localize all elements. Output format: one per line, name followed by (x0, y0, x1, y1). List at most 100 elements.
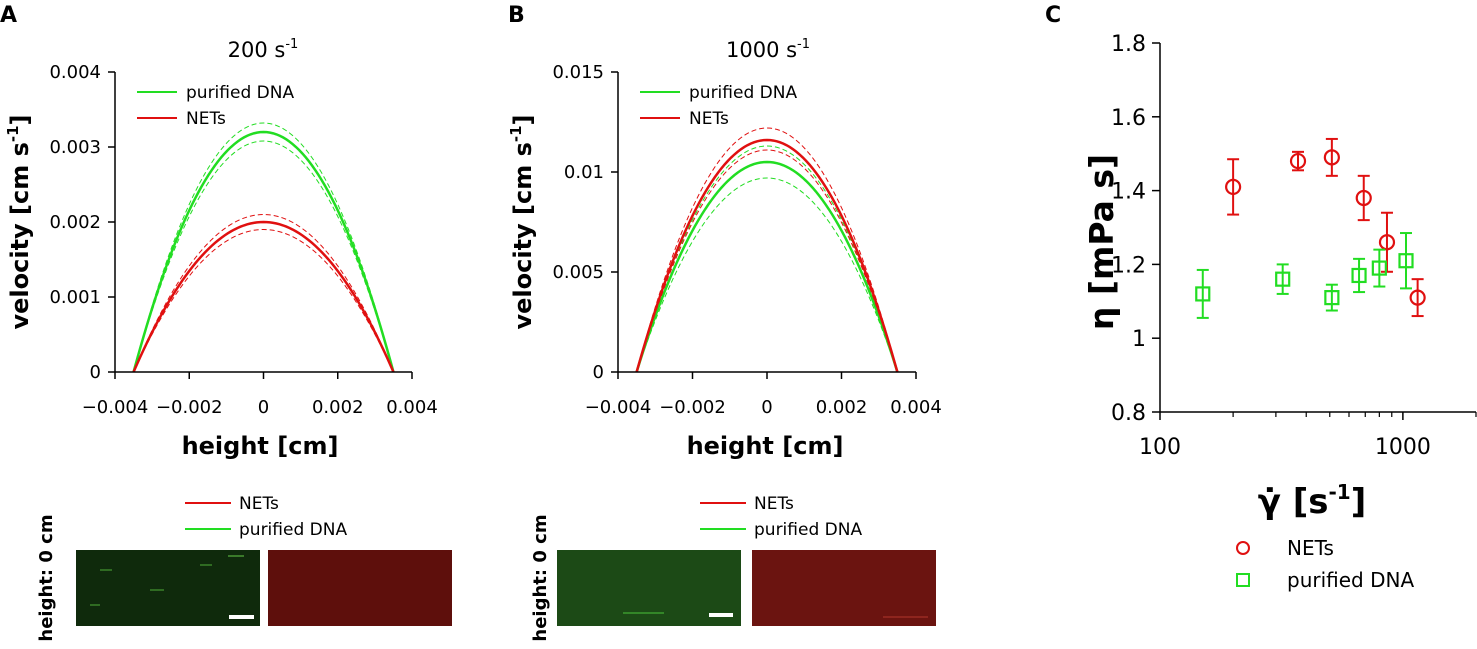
chart-b-title: 1000 s-1 (726, 37, 810, 62)
chart-c-nets-point (1378, 234, 1396, 251)
chart-c-nets-point (1225, 178, 1242, 196)
chart-b-title-sup: -1 (797, 37, 810, 52)
chart-b-purified-dna-mean-line (635, 160, 899, 373)
chart-a-ticks: −0.004 −0.002 0 0.002 0.004 0 0.001 0.002 0.003 0… (49, 62, 437, 418)
chart-c-ticks: 100 1000 0.8 1 1.2 1.4 1.6 1.8 (1111, 32, 1477, 460)
chart-a-nets-upper-bound (133, 213, 394, 373)
chart-b-purified-dna-upper-bound (636, 145, 898, 373)
chart-b-xtick-label: 0.004 (890, 397, 942, 418)
chart-b-title-main: 1000 s (726, 38, 797, 62)
chart-b-xtick-label: 0 (761, 397, 772, 418)
chart-b-xtick-label: −0.004 (585, 397, 652, 418)
chart-b-nets-mean-line (635, 138, 899, 373)
chart-b-legend-dna-label: purified DNA (689, 83, 797, 103)
chart-c-plot-area (1195, 137, 1426, 319)
chart-c-ytick-label: 0.8 (1111, 401, 1146, 426)
chart-a-ytick-label: 0 (90, 362, 101, 383)
chart-c-xtick-label: 1000 (1375, 435, 1431, 460)
panel-label-a: A (0, 3, 17, 28)
chart-c-ylabel: η [mPa s] (1082, 154, 1121, 330)
chart-c-purified-dna-point (1371, 260, 1387, 276)
chart-c-nets-point (1323, 149, 1340, 166)
chart-a-xtick-label: −0.004 (82, 397, 149, 418)
chart-b-xlabel: height [cm] (687, 432, 844, 460)
chart-a-ylabel: velocity [cm s-1] (4, 114, 34, 329)
chart-a-purified-dna-mean-line (132, 130, 395, 373)
chart-a-title-main: 200 s (228, 38, 286, 62)
chart-b-ytick-label: 0.005 (552, 262, 604, 283)
micro-a-legend: NETs purified DNA (185, 494, 347, 540)
chart-c-purified-dna-point (1351, 267, 1367, 284)
chart-c-xtick-label: 100 (1139, 435, 1181, 460)
chart-a-xtick-label: 0.002 (312, 397, 364, 418)
chart-b-plot-area (635, 127, 899, 373)
chart-b-legend-nets-label: NETs (689, 109, 729, 129)
chart-b-nets-lower-bound (636, 149, 898, 373)
chart-c-nets-point (1409, 289, 1426, 306)
micrograph-b-red (752, 550, 936, 626)
micro-b-legend-nets-label: NETs (754, 494, 794, 514)
chart-c-legend-nets-label: NETs (1287, 536, 1334, 560)
chart-b-ytick-label: 0 (593, 362, 604, 383)
chart-a-purified-dna-upper-bound (133, 122, 394, 373)
chart-b-ytick-label: 0.015 (552, 62, 604, 83)
chart-a-plot-area (132, 122, 395, 373)
chart-b-xtick-label: 0.002 (816, 397, 868, 418)
chart-a-legend-dna-label: purified DNA (186, 83, 294, 103)
chart-a-title: 200 s-1 (228, 37, 299, 62)
chart-a-nets-mean-line (132, 220, 395, 373)
micrograph-a-green (76, 550, 260, 626)
chart-c-nets-point (1355, 189, 1372, 207)
chart-b-nets-upper-bound (636, 127, 898, 373)
chart-c-legend-dna-label: purified DNA (1287, 568, 1414, 592)
chart-c-purified-dna-point (1324, 290, 1340, 306)
chart-a-xlabel: height [cm] (182, 432, 339, 460)
chart-b: −0.004 −0.002 0 0.002 0.004 0 0.005 0.01 0.015 p… (552, 62, 941, 418)
chart-c-ytick-label: 1.2 (1111, 253, 1146, 278)
chart-b-legend: purified DNA NETs (640, 83, 797, 129)
chart-b-ticks: −0.004 −0.002 0 0.002 0.004 0 0.005 0.01 0.015 (552, 62, 941, 418)
chart-c-purified-dna-point (1398, 253, 1414, 269)
micro-a-legend-nets-label: NETs (239, 494, 279, 514)
chart-a-ytick-label: 0.002 (49, 212, 101, 233)
chart-a-ytick-label: 0.004 (49, 62, 101, 83)
chart-a-ytick-label: 0.001 (49, 287, 101, 308)
chart-b-ylabel: velocity [cm s-1] (507, 114, 537, 329)
chart-a-title-sup: -1 (285, 37, 298, 52)
chart-b-ytick-label: 0.01 (564, 162, 604, 183)
panel-label-c: C (1045, 3, 1061, 28)
chart-a-purified-dna-lower-bound (133, 140, 394, 373)
chart-c-ytick-label: 1.8 (1111, 32, 1146, 57)
chart-b-xtick-label: −0.002 (659, 397, 726, 418)
chart-a-legend: purified DNA NETs (137, 83, 294, 129)
chart-c-legend-dna-marker (1236, 573, 1250, 587)
micro-b-legend-dna-label: purified DNA (754, 520, 862, 540)
chart-c-purified-dna-point (1275, 271, 1291, 287)
chart-c-legend-nets-marker (1236, 541, 1250, 555)
chart-c-legend: NETs purified DNA (1236, 536, 1414, 592)
chart-c-purified-dna-point (1195, 286, 1211, 302)
micro-b-legend: NETs purified DNA (700, 494, 862, 540)
panel-label-b: B (508, 3, 525, 28)
micro-a-legend-dna-label: purified DNA (239, 520, 347, 540)
micrograph-b-scalebar (709, 613, 733, 617)
chart-a-legend-nets-label: NETs (186, 109, 226, 129)
chart-a: −0.004 −0.002 0 0.002 0.004 0 0.001 0.002 0.003 0… (49, 62, 437, 418)
chart-a-xtick-label: −0.002 (156, 397, 223, 418)
chart-a-xtick-label: 0.004 (386, 397, 438, 418)
chart-c-ytick-label: 1 (1132, 327, 1146, 352)
chart-c-ytick-label: 1.4 (1111, 180, 1146, 205)
chart-c: 100 1000 0.8 1 1.2 1.4 1.6 1.8 NETs purified DN… (1111, 32, 1477, 592)
chart-c-ytick-label: 1.6 (1111, 106, 1146, 131)
chart-a-nets-lower-bound (133, 228, 394, 373)
chart-c-xlabel: γ̇ [s-1] (1258, 480, 1367, 522)
micro-b-side-label: height: 0 cm (530, 514, 551, 641)
chart-a-ytick-label: 0.003 (49, 137, 101, 158)
micrograph-a-scalebar (229, 615, 254, 619)
micro-a-side-label: height: 0 cm (36, 514, 57, 641)
chart-b-purified-dna-lower-bound (636, 177, 898, 373)
chart-c-nets-point (1289, 152, 1307, 170)
chart-a-xtick-label: 0 (258, 397, 269, 418)
micrograph-b-green (557, 550, 741, 626)
